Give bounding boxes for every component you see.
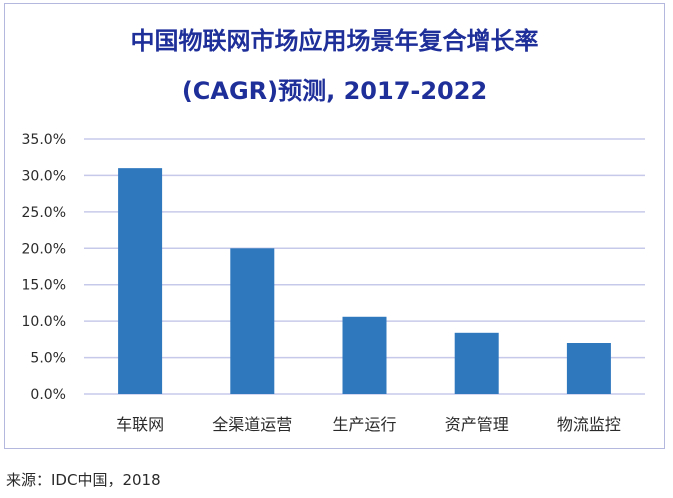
y-tick-label: 0.0% xyxy=(30,387,66,403)
x-tick-label: 生产运行 xyxy=(332,415,396,434)
y-tick-label: 30.0% xyxy=(22,168,66,184)
bar xyxy=(566,343,611,394)
bar-chart: 0.0% 5.0% 10.0% 15.0% 20.0% 25.0% 30.0% 35.0% 车… xyxy=(22,132,645,434)
chart-frame: 中国物联网市场应用场景年复合增长率 (CAGR)预测, 2017-2022 xyxy=(4,3,665,449)
bar xyxy=(230,248,275,394)
x-axis-ticks: 车联网 全渠道运营 生产运行 资产管理 物流监控 xyxy=(116,415,621,434)
y-tick-label: 15.0% xyxy=(22,278,66,294)
bars xyxy=(118,168,611,394)
y-tick-label: 35.0% xyxy=(22,132,66,148)
y-tick-label: 20.0% xyxy=(22,241,66,257)
x-tick-label: 物流监控 xyxy=(557,415,621,434)
x-tick-label: 车联网 xyxy=(116,415,164,434)
x-tick-label: 资产管理 xyxy=(445,415,509,434)
chart-title-line2: (CAGR)预测, 2017-2022 xyxy=(181,77,488,105)
y-tick-label: 10.0% xyxy=(22,314,66,330)
y-axis-ticks: 0.0% 5.0% 10.0% 15.0% 20.0% 25.0% 30.0% 35.0% xyxy=(22,132,66,403)
x-tick-label: 全渠道运营 xyxy=(212,415,292,434)
bar xyxy=(342,316,387,394)
source-note: 来源：IDC中国，2018 xyxy=(6,471,161,489)
y-tick-label: 5.0% xyxy=(30,351,66,367)
bar xyxy=(118,168,163,394)
bar xyxy=(454,332,499,394)
y-tick-label: 25.0% xyxy=(22,205,66,221)
chart-title-line1: 中国物联网市场应用场景年复合增长率 xyxy=(130,27,539,55)
